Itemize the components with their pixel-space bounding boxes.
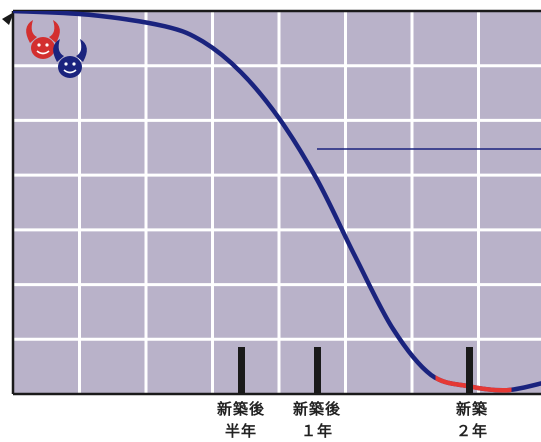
mascots bbox=[26, 20, 87, 78]
tick-marks bbox=[238, 347, 473, 394]
x-tick-mark bbox=[314, 347, 321, 394]
x-tick-mark bbox=[466, 347, 473, 394]
x-tick-label: 新築 ２年 bbox=[427, 398, 517, 442]
plot-background bbox=[13, 11, 541, 394]
x-tick-label-line2: １年 bbox=[300, 422, 333, 440]
x-tick-label: 新築後 １年 bbox=[272, 398, 362, 442]
x-tick-label-line1: 新築後 bbox=[216, 400, 265, 418]
arrow-icon bbox=[2, 12, 14, 25]
x-tick-label-line2: 半年 bbox=[224, 422, 257, 440]
x-tick-label-line1: 新築後 bbox=[292, 400, 341, 418]
grid-lines bbox=[13, 11, 541, 394]
x-tick-label: 新築後 半年 bbox=[196, 398, 286, 442]
x-tick-mark bbox=[238, 347, 245, 394]
x-tick-label-line2: ２年 bbox=[455, 422, 488, 440]
blue-mascot-icon bbox=[53, 39, 87, 78]
axes bbox=[2, 9, 541, 396]
red-mascot-icon bbox=[26, 20, 60, 59]
x-tick-label-line1: 新築 bbox=[455, 400, 488, 418]
